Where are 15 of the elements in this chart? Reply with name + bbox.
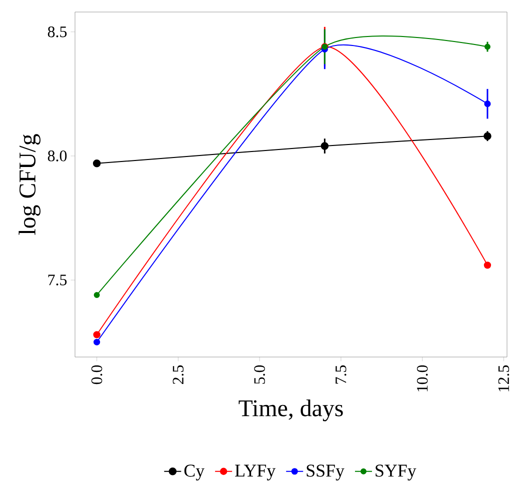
x-tick-label: 7.5 [336,365,346,384]
legend-label: Cy [184,464,205,480]
legend-label: SYFy [376,464,416,480]
y-tick-label: 8.5 [48,26,67,38]
legend-label: LYFy [235,464,276,480]
x-tick-label: 5.0 [254,365,265,384]
y-tick-label: 8.0 [48,150,67,162]
x-tick-label: 0.0 [91,365,102,384]
x-tick-label: 2.5 [172,365,184,384]
y-tick-label: 7.5 [48,274,67,286]
x-axis-title: Time, days [238,400,343,422]
x-tick-label: 10.0 [416,365,428,392]
x-tick-label: 12.5 [498,365,510,392]
y-axis-title: log CFU/g [18,134,40,235]
legend-label: SSFy [306,464,344,480]
